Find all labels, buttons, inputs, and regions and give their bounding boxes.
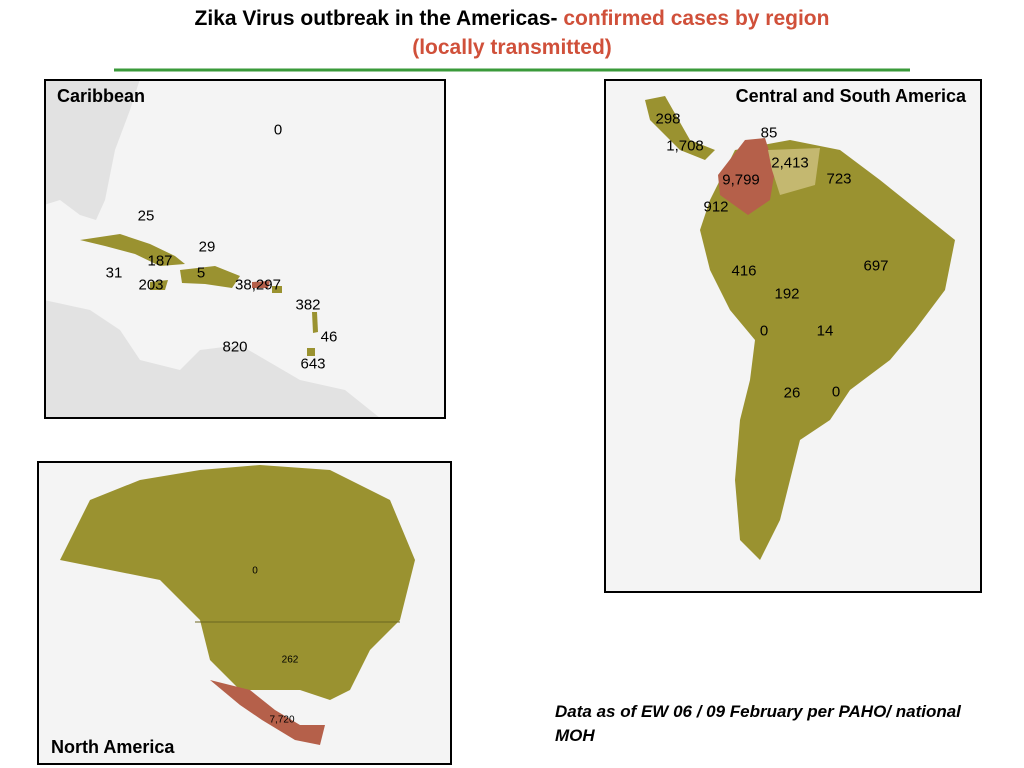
case-label: 1,708 <box>666 137 704 155</box>
case-label: 7,720 <box>269 714 295 726</box>
caribbean-panel: Caribbean <box>44 79 446 419</box>
case-label: 0 <box>759 322 769 340</box>
cuba <box>80 234 185 266</box>
case-label: 9,799 <box>722 171 760 189</box>
case-label: 912 <box>703 198 729 216</box>
case-label: 416 <box>731 262 757 280</box>
case-label: 187 <box>147 252 173 270</box>
land <box>44 79 140 220</box>
title-lead: Zika Virus outbreak in the Americas- <box>194 7 558 30</box>
case-label: 0 <box>831 383 841 401</box>
case-label: 382 <box>295 296 321 314</box>
panel-title: North America <box>51 737 175 757</box>
title-highlight: confirmed cases by region (locally trans… <box>412 7 830 59</box>
case-label: 192 <box>774 285 800 303</box>
case-label: 5 <box>196 264 206 282</box>
case-label: 643 <box>300 355 326 373</box>
north-america-panel: North America <box>37 461 452 765</box>
south-america-panel: Central and South America <box>604 79 982 593</box>
canada-usa <box>60 465 415 700</box>
south-america <box>700 140 955 560</box>
case-label: 203 <box>138 276 164 294</box>
island <box>307 348 315 356</box>
case-label: 0 <box>273 121 283 139</box>
island <box>312 312 318 333</box>
case-label: 298 <box>655 110 681 128</box>
land <box>44 300 380 418</box>
north-america-map <box>38 462 451 764</box>
island <box>272 286 282 293</box>
panel-title: Central and South America <box>735 86 966 106</box>
caribbean-map <box>44 79 445 418</box>
case-label: 697 <box>863 257 889 275</box>
south-america-map <box>605 80 981 592</box>
central-america <box>645 96 715 160</box>
case-label: 38,297 <box>235 276 281 294</box>
case-label: 14 <box>816 322 834 340</box>
case-label: 0 <box>252 565 258 577</box>
jamaica <box>150 280 168 290</box>
case-label: 29 <box>198 238 216 256</box>
puerto-rico <box>252 281 270 288</box>
slide-title: Zika Virus outbreak in the Americas- con… <box>162 4 862 62</box>
hispaniola <box>180 266 240 288</box>
venezuela <box>768 148 820 195</box>
case-label: 25 <box>137 207 155 225</box>
panel-title: Caribbean <box>57 86 146 106</box>
case-label: 26 <box>783 384 801 402</box>
colombia <box>718 138 775 215</box>
case-label: 85 <box>760 124 778 142</box>
case-label: 262 <box>281 654 299 666</box>
case-label: 2,413 <box>771 154 809 172</box>
footnote: Data as of EW 06 / 09 February per PAHO/… <box>555 702 961 745</box>
case-label: 723 <box>826 170 852 188</box>
case-label: 46 <box>320 328 338 346</box>
case-label: 820 <box>222 338 248 356</box>
case-label: 31 <box>105 264 123 282</box>
mexico <box>210 680 325 745</box>
